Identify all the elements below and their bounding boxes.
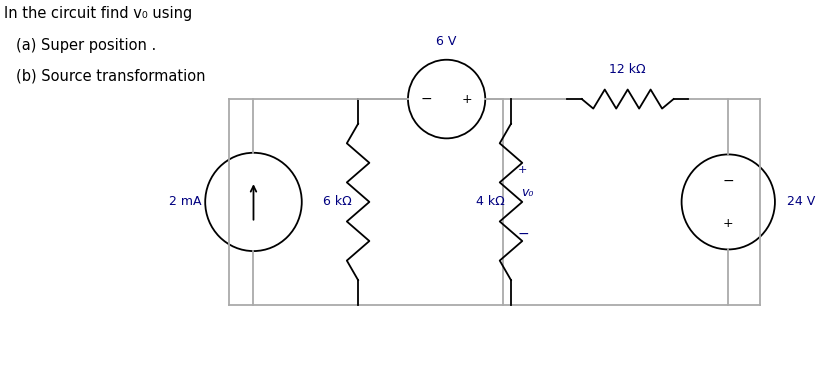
Text: +: + [518, 165, 527, 174]
Text: 12 kΩ: 12 kΩ [609, 63, 646, 76]
Text: (b) Source transformation: (b) Source transformation [16, 69, 206, 83]
Text: −: − [722, 174, 734, 187]
Text: In the circuit find v₀ using: In the circuit find v₀ using [4, 6, 192, 21]
Text: +: + [723, 217, 734, 230]
Text: 24 V: 24 V [787, 195, 815, 208]
Text: 2 mA: 2 mA [169, 195, 201, 208]
Text: −: − [421, 92, 432, 106]
Text: +: + [461, 93, 472, 106]
Text: 4 kΩ: 4 kΩ [476, 195, 505, 208]
Text: −: − [518, 227, 529, 241]
Text: v₀: v₀ [521, 186, 533, 199]
Text: 6 V: 6 V [437, 35, 457, 48]
Text: 6 kΩ: 6 kΩ [323, 195, 351, 208]
Text: (a) Super position .: (a) Super position . [16, 38, 156, 53]
